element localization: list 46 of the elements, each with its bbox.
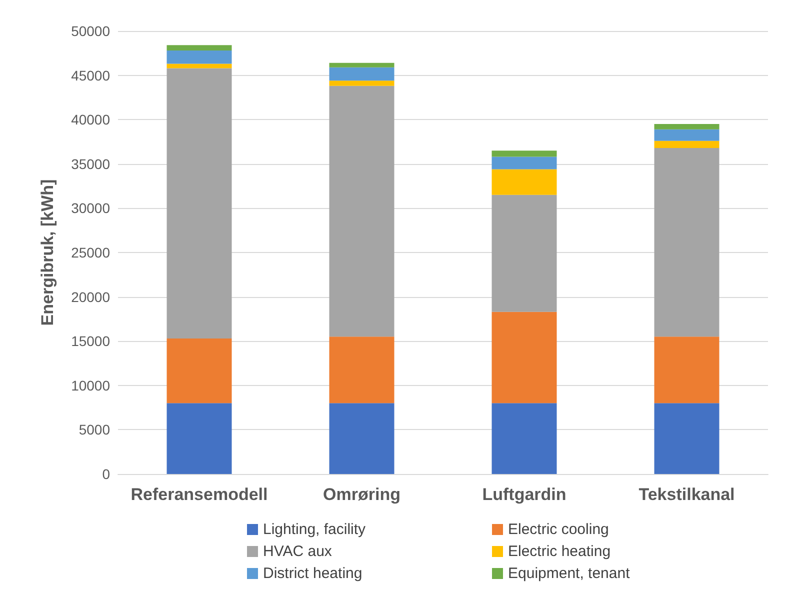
bar xyxy=(329,403,394,474)
y-tick-label: 25000 xyxy=(71,244,110,260)
bar xyxy=(166,50,232,64)
y-tick-label: 30000 xyxy=(71,200,110,216)
bar xyxy=(654,129,720,141)
bar xyxy=(329,80,394,86)
bar xyxy=(654,140,720,148)
bar xyxy=(166,68,232,338)
x-tick-label: Referansemodell xyxy=(130,485,268,504)
y-tick-label: 40000 xyxy=(71,112,110,128)
y-tick-label: 35000 xyxy=(71,156,110,172)
legend-label: Electric cooling xyxy=(508,521,609,538)
x-tick-label: Tekstilkanal xyxy=(638,485,735,504)
bar xyxy=(492,312,557,404)
bar xyxy=(329,62,394,68)
x-tick-label: Omrøring xyxy=(323,485,400,504)
bar xyxy=(329,67,394,81)
y-tick-label: 10000 xyxy=(71,377,110,394)
bar xyxy=(654,403,720,474)
bar xyxy=(492,150,557,157)
bar xyxy=(166,338,232,404)
legend-label: HVAC aux xyxy=(263,543,332,560)
y-tick-label: 20000 xyxy=(71,288,110,305)
bar xyxy=(492,403,557,474)
bar xyxy=(654,124,720,130)
x-tick-label: Luftgardin xyxy=(482,485,566,504)
bar xyxy=(329,86,394,337)
bar xyxy=(654,336,720,404)
y-axis-title: Energibruk, [kWh] xyxy=(38,179,57,326)
bar xyxy=(329,336,394,404)
y-tick-label: 0 xyxy=(102,466,110,482)
bar xyxy=(166,403,232,474)
y-tick-label: 45000 xyxy=(71,67,110,84)
legend-label: Lighting, facility xyxy=(263,521,366,538)
bar xyxy=(492,194,557,312)
bar xyxy=(492,169,557,195)
y-tick-label: 50000 xyxy=(71,23,110,39)
bar xyxy=(166,64,232,68)
bar xyxy=(166,45,232,50)
legend-label: Equipment, tenant xyxy=(508,565,631,582)
y-tick-label: 5000 xyxy=(78,422,110,438)
legend-label: Electric heating xyxy=(508,543,611,560)
legend-label: District heating xyxy=(263,565,362,582)
bar xyxy=(654,148,720,337)
bar xyxy=(492,156,557,170)
y-tick-label: 15000 xyxy=(71,333,110,350)
